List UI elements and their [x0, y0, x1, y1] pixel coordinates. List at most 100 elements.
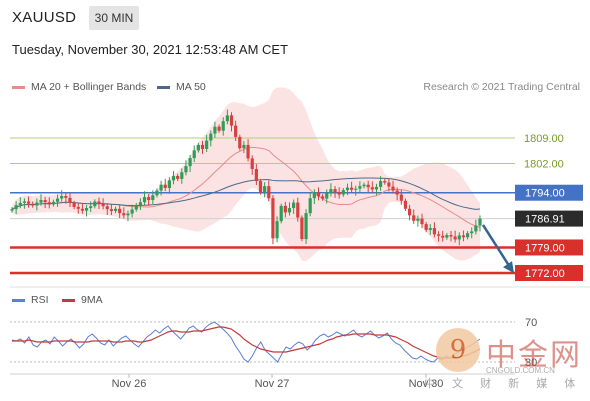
candle-body [51, 201, 56, 205]
candle-body [445, 235, 449, 238]
candle-body [362, 184, 366, 187]
candle-body [35, 202, 39, 206]
candle-body [449, 235, 453, 237]
candle-body [250, 158, 254, 170]
candle-body [43, 200, 47, 203]
candle-body [424, 224, 428, 230]
candle-body [217, 126, 221, 131]
candle-body [254, 169, 258, 182]
candle-body [403, 200, 408, 209]
candle-body [84, 208, 89, 211]
ma50-line [11, 177, 481, 210]
candle-body [333, 189, 337, 192]
candle-body [55, 198, 60, 202]
candle-body [465, 233, 470, 238]
report-datetime: Tuesday, November 30, 2021 12:53:48 AM C… [12, 42, 289, 57]
candle-body [470, 231, 474, 234]
candle-body [279, 205, 283, 222]
level-label-bg [515, 265, 583, 281]
bollinger-band [12, 87, 480, 262]
x-tick-label: Nov 26 [112, 378, 147, 390]
candle-body [176, 175, 180, 179]
candle-body [14, 205, 18, 210]
rsi-line [11, 321, 481, 363]
symbol-label: XAUUSD [12, 9, 77, 26]
candle-body [22, 201, 27, 203]
candle-body [151, 195, 155, 201]
candle-body [304, 213, 308, 240]
candle-body [358, 186, 362, 189]
candle-body [238, 136, 242, 149]
legend-rsi-label: RSI [31, 294, 49, 306]
candle-body [436, 234, 441, 236]
candle-body [80, 208, 85, 211]
candle-body [474, 225, 478, 232]
candle-body [122, 213, 126, 216]
candle-body [329, 189, 333, 194]
candle-body [142, 197, 147, 203]
candle-body [370, 187, 374, 190]
candle-body [391, 186, 395, 191]
candle-body [205, 140, 209, 149]
legend-rsi-ma-label: 9MA [81, 294, 103, 306]
candle-body [441, 235, 445, 238]
timeframe-button[interactable]: 30 MIN [89, 6, 139, 30]
candle-body [89, 206, 93, 209]
candle-body [383, 181, 387, 183]
candle-body [407, 208, 412, 216]
candle-body [184, 166, 188, 173]
candle-body [192, 150, 196, 159]
candle-body [283, 205, 287, 213]
candle-body [109, 209, 113, 211]
candle-body [416, 218, 420, 221]
candle-body [308, 198, 312, 214]
watermark-logo-icon: 9 [436, 328, 480, 372]
candle-body [453, 236, 457, 240]
candle-body [138, 202, 142, 206]
candle-body [246, 144, 250, 159]
candle-body [200, 144, 205, 149]
candle-body [113, 208, 118, 211]
candle-body [275, 221, 279, 239]
candle-body [267, 186, 271, 199]
candle-body [258, 181, 263, 193]
candle-body [387, 182, 391, 187]
candle-body [325, 193, 329, 199]
candle-body [72, 202, 76, 207]
candle-body [101, 204, 105, 207]
candle-body [399, 194, 403, 201]
candle-body [412, 215, 416, 221]
candle-body [316, 192, 321, 197]
candle-body [341, 190, 345, 195]
candle-body [428, 228, 432, 230]
candle-body [461, 235, 466, 238]
candle-body [354, 188, 358, 190]
rsi-ma-swatch [62, 298, 75, 302]
candle-body [337, 192, 341, 195]
candle-body [287, 208, 292, 213]
candle-body [213, 126, 217, 134]
watermark: 9 中金网 CNGOLD.COM.CN 中 文 财 新 媒 体 [424, 328, 586, 390]
level-label-bg [515, 239, 583, 256]
rsi-swatch [12, 298, 25, 302]
legend-ma50-label: MA 50 [176, 81, 206, 93]
candle-body [229, 115, 234, 126]
level-label: 1802.00 [524, 159, 564, 171]
candle-body [10, 209, 14, 211]
candle-body [263, 186, 267, 193]
candle-body [242, 144, 246, 149]
level-label: 1772.00 [525, 268, 565, 280]
rsi-tick-label: 30 [525, 357, 537, 369]
candle-body [180, 172, 184, 179]
candle-body [395, 190, 399, 195]
level-label-bg [515, 184, 583, 201]
candle-body [26, 201, 31, 204]
candle-body [134, 205, 138, 210]
rsi-tick-label: 70 [525, 317, 537, 329]
legend-ma50: MA 50 [157, 81, 206, 93]
candle-body [300, 217, 304, 240]
forecast-arrow [481, 224, 512, 268]
candle-body [126, 213, 130, 216]
candle-body [379, 181, 383, 187]
